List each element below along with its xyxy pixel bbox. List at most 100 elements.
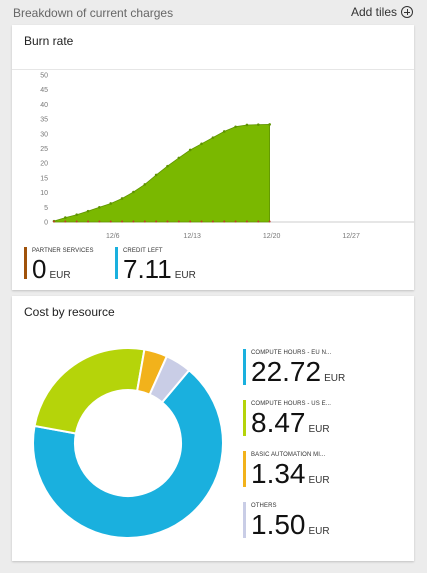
y-tick-label: 40 bbox=[40, 102, 48, 109]
metric-label: BASIC AUTOMATION MI... bbox=[251, 452, 326, 458]
donut-slice bbox=[148, 354, 191, 404]
burn-data-point bbox=[188, 148, 192, 152]
section-title: Breakdown of current charges bbox=[13, 6, 174, 20]
metric-unit: EUR bbox=[308, 526, 330, 537]
metric-value: 0 bbox=[32, 254, 47, 284]
y-tick-label: 20 bbox=[40, 161, 48, 168]
metric-color-bar bbox=[115, 247, 118, 279]
metric-value: 22.72 bbox=[251, 356, 322, 387]
burn-data-point bbox=[177, 156, 181, 160]
partner-data-point bbox=[177, 220, 180, 223]
partner-data-point bbox=[132, 220, 135, 223]
metric-unit: EUR bbox=[49, 270, 71, 281]
metric-value-line: 1.50 EUR bbox=[251, 511, 330, 546]
metric-value: 1.34 bbox=[251, 458, 306, 489]
divider bbox=[12, 69, 414, 70]
burn-data-point bbox=[120, 197, 124, 200]
burn-data-point bbox=[222, 130, 226, 133]
burn-data-point bbox=[245, 123, 249, 127]
partner-data-point bbox=[109, 220, 112, 223]
tile-title: Burn rate bbox=[24, 34, 74, 48]
metric-compute-eu: COMPUTE HOURS - EU N... 22.72 EUR bbox=[243, 349, 408, 389]
metric-label: PARTNER SERVICES bbox=[32, 248, 94, 254]
y-tick-label: 5 bbox=[44, 205, 48, 212]
x-tick-label: 12/13 bbox=[183, 233, 201, 240]
metric-value-line: 0 EUR bbox=[32, 256, 71, 289]
tile-title: Cost by resource bbox=[24, 305, 115, 319]
burn-data-point bbox=[211, 136, 215, 139]
burn-area-series bbox=[53, 123, 270, 223]
partner-data-point bbox=[245, 220, 248, 223]
burn-data-point bbox=[132, 190, 135, 194]
donut-slice bbox=[33, 348, 146, 435]
burn-data-point bbox=[109, 202, 113, 205]
y-tick-label: 30 bbox=[40, 131, 48, 138]
partner-data-point bbox=[189, 220, 192, 223]
partner-data-point bbox=[166, 220, 169, 223]
y-tick-label: 50 bbox=[40, 73, 48, 80]
metric-unit: EUR bbox=[324, 373, 346, 384]
add-circle-icon bbox=[401, 6, 413, 18]
section-header: Breakdown of current charges Add tiles bbox=[0, 0, 427, 24]
metric-color-bar bbox=[243, 400, 246, 436]
metric-color-bar bbox=[243, 502, 246, 538]
partner-data-point bbox=[64, 220, 67, 223]
partner-data-point bbox=[211, 220, 214, 223]
burn-rate-chart: 0510152025303540455012/612/1312/2012/271… bbox=[40, 73, 414, 240]
burn-data-point bbox=[234, 125, 237, 129]
metric-color-bar bbox=[243, 349, 246, 385]
add-tiles-button[interactable]: Add tiles bbox=[351, 5, 413, 19]
metric-value: 1.50 bbox=[251, 509, 306, 540]
metric-label: OTHERS bbox=[251, 503, 277, 509]
cost-donut-chart bbox=[33, 348, 223, 538]
metric-value: 7.11 bbox=[123, 254, 172, 284]
partner-data-point bbox=[87, 220, 90, 223]
metric-unit: EUR bbox=[308, 475, 330, 486]
partner-data-point bbox=[121, 220, 124, 223]
metric-unit: EUR bbox=[308, 424, 330, 435]
partner-data-point bbox=[234, 220, 237, 223]
y-tick-label: 15 bbox=[40, 175, 48, 182]
metric-basic-automation: BASIC AUTOMATION MI... 1.34 EUR bbox=[243, 451, 408, 491]
metric-others: OTHERS 1.50 EUR bbox=[243, 502, 408, 542]
partner-data-point bbox=[223, 220, 226, 223]
metric-color-bar bbox=[243, 451, 246, 487]
burn-rate-tile[interactable]: Burn rate 0 5 10 15 20 25 30 35 40 45 50 12/6 12/13 1… bbox=[12, 25, 414, 290]
burn-data-point bbox=[64, 216, 67, 219]
x-tick-label: 12/6 bbox=[106, 233, 120, 240]
metric-partner-services: PARTNER SERVICES 0 EUR bbox=[24, 247, 109, 282]
burn-data-point bbox=[75, 213, 78, 216]
burn-data-point bbox=[98, 206, 101, 209]
partner-data-point bbox=[75, 220, 78, 223]
cost-by-resource-tile[interactable]: Cost by resource COMPUTE HOURS - EU N...… bbox=[12, 296, 414, 561]
burn-data-point bbox=[257, 123, 260, 126]
burn-data-point bbox=[86, 209, 90, 213]
y-tick-label: 25 bbox=[40, 146, 48, 153]
x-tick-label: 12/20 bbox=[263, 233, 281, 240]
metric-value-line: 7.11 EUR bbox=[123, 256, 196, 289]
burn-data-point bbox=[268, 123, 271, 126]
metric-value-line: 1.34 EUR bbox=[251, 460, 330, 495]
metric-color-bar bbox=[24, 247, 27, 279]
metric-credit-left: CREDIT LEFT 7.11 EUR bbox=[115, 247, 225, 282]
partner-data-point bbox=[257, 220, 260, 223]
y-tick-label: 10 bbox=[40, 190, 48, 197]
partner-data-point bbox=[155, 220, 158, 223]
metric-label: COMPUTE HOURS - US E... bbox=[251, 401, 331, 407]
metric-value-line: 8.47 EUR bbox=[251, 409, 330, 444]
y-tick-label: 35 bbox=[40, 117, 48, 124]
y-tick-label: 45 bbox=[40, 87, 48, 94]
x-tick-label: 12/27 bbox=[342, 233, 360, 240]
burn-data-point bbox=[166, 164, 169, 168]
partner-data-point bbox=[53, 220, 55, 223]
burn-data-point bbox=[200, 142, 203, 146]
partner-data-point bbox=[268, 220, 271, 223]
partner-data-point bbox=[98, 220, 101, 223]
burn-data-point bbox=[143, 183, 147, 186]
donut-slice bbox=[33, 368, 223, 538]
metric-value: 8.47 bbox=[251, 407, 306, 438]
partner-data-point bbox=[200, 220, 203, 223]
metric-value-line: 22.72 EUR bbox=[251, 358, 345, 393]
y-tick-label: 0 bbox=[44, 220, 48, 227]
add-tiles-label: Add tiles bbox=[350, 5, 397, 19]
